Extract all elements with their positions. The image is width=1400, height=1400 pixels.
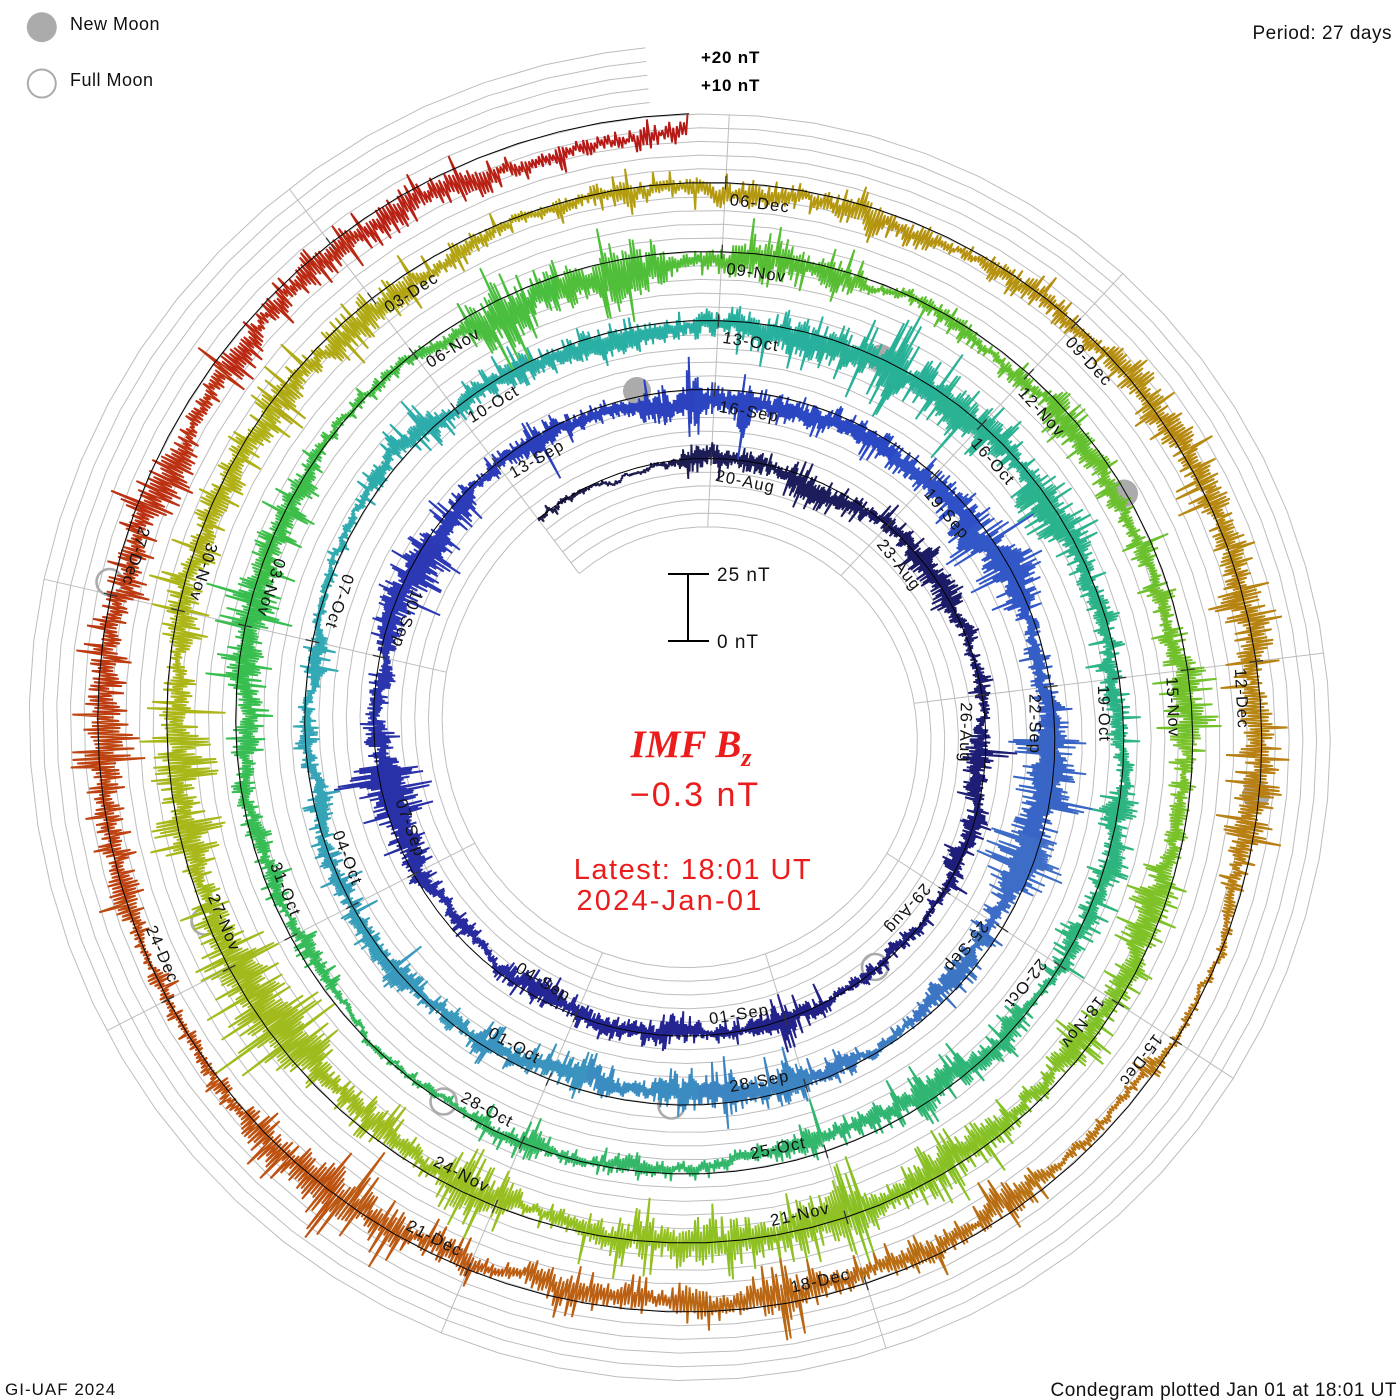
svg-text:25 nT: 25 nT <box>717 565 771 586</box>
svg-text:GI-UAF 2024: GI-UAF 2024 <box>5 1380 116 1399</box>
svg-text:15-Nov: 15-Nov <box>1162 677 1183 738</box>
svg-text:Period: 27 days: Period: 27 days <box>1252 23 1392 44</box>
svg-text:−0.3 nT: −0.3 nT <box>630 776 760 814</box>
svg-text:22-Sep: 22-Sep <box>1025 694 1044 755</box>
svg-text:Latest: 18:01 UT: Latest: 18:01 UT <box>574 854 812 886</box>
svg-text:19-Oct: 19-Oct <box>1094 685 1114 742</box>
svg-text:+20 nT: +20 nT <box>701 48 760 67</box>
svg-text:26-Aug: 26-Aug <box>956 702 975 763</box>
svg-text:New Moon: New Moon <box>70 14 160 34</box>
svg-text:Condegram plotted Jan 01 at 18: Condegram plotted Jan 01 at 18:01 UT <box>1051 1380 1397 1400</box>
svg-text:0 nT: 0 nT <box>717 632 759 653</box>
svg-text:Full Moon: Full Moon <box>70 70 154 90</box>
svg-text:IMF Bz: IMF Bz <box>629 723 752 772</box>
svg-text:+10 nT: +10 nT <box>701 76 760 95</box>
svg-text:2024-Jan-01: 2024-Jan-01 <box>576 885 763 917</box>
svg-text:12-Dec: 12-Dec <box>1231 668 1252 729</box>
